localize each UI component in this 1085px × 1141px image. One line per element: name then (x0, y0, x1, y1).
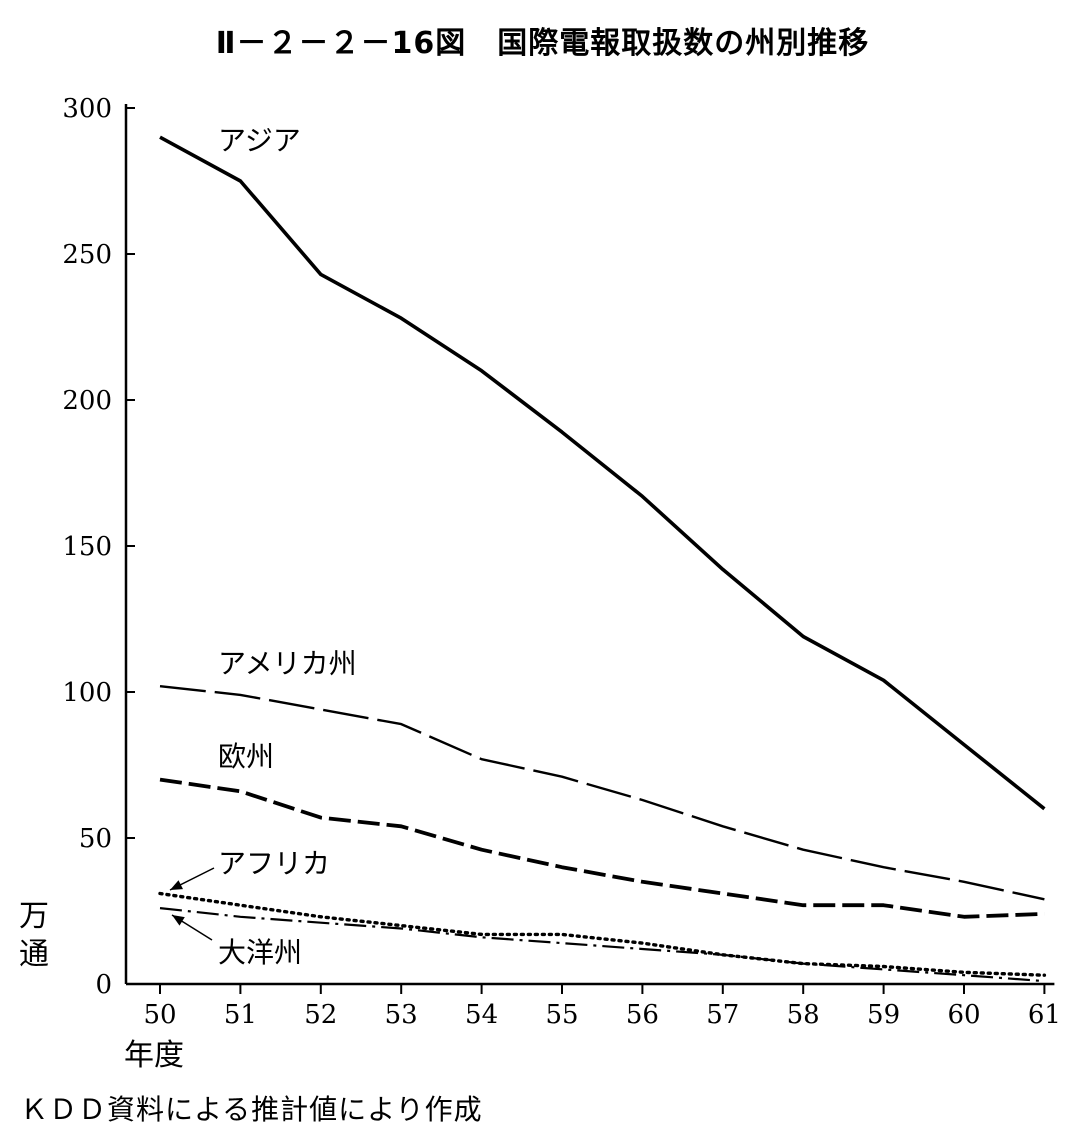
y-tick-label: 300 (62, 94, 112, 124)
chart-title: Ⅱ－２－２－16図 国際電報取扱数の州別推移 (215, 26, 870, 61)
y-axis-ticks: 0 50 100 150 200 250 300 (62, 94, 135, 1000)
y-tick-label: 200 (62, 386, 112, 416)
x-axis-ticks: 50 51 52 53 54 55 56 57 58 59 60 61 (143, 984, 1061, 1030)
series-label-1: アメリカ州 (218, 647, 357, 680)
series-lines (158, 135, 1047, 983)
series-label-4: 大洋州 (218, 936, 302, 969)
x-tick-label: 50 (143, 1000, 176, 1030)
series-label-2: 欧州 (218, 740, 274, 773)
series-line-0 (159, 135, 1046, 811)
x-tick-label: 56 (626, 1000, 659, 1030)
series-line-1 (159, 685, 1045, 901)
source-note: ＫＤＤ資料による推計値により作成 (20, 1093, 483, 1126)
y-tick-label: 50 (79, 824, 112, 854)
x-tick-label: 59 (867, 1000, 900, 1030)
x-tick-label: 52 (304, 1000, 337, 1030)
x-tick-label: 55 (545, 1000, 578, 1030)
y-tick-label: 150 (62, 532, 112, 562)
series-label-arrowhead-3 (170, 880, 183, 890)
y-tick-label: 250 (62, 240, 112, 270)
series-label-3: アフリカ (218, 847, 330, 880)
series-label-0: アジア (218, 124, 301, 157)
x-tick-label: 51 (224, 1000, 257, 1030)
y-axis-unit-label: 万通 (19, 899, 49, 972)
x-axis-unit-label: 年度 (124, 1038, 184, 1073)
x-tick-label: 54 (465, 1000, 498, 1030)
y-tick-label: 0 (95, 970, 112, 1000)
x-tick-label: 60 (947, 1000, 980, 1030)
x-tick-label: 61 (1028, 1000, 1061, 1030)
x-tick-label: 58 (787, 1000, 820, 1030)
y-tick-label: 100 (62, 678, 112, 708)
x-tick-label: 53 (385, 1000, 418, 1030)
series-line-3 (158, 891, 1047, 977)
series-label-arrowhead-4 (172, 915, 185, 926)
series-line-4 (159, 907, 1045, 983)
x-tick-label: 57 (706, 1000, 739, 1030)
series-line-2 (159, 777, 1045, 919)
